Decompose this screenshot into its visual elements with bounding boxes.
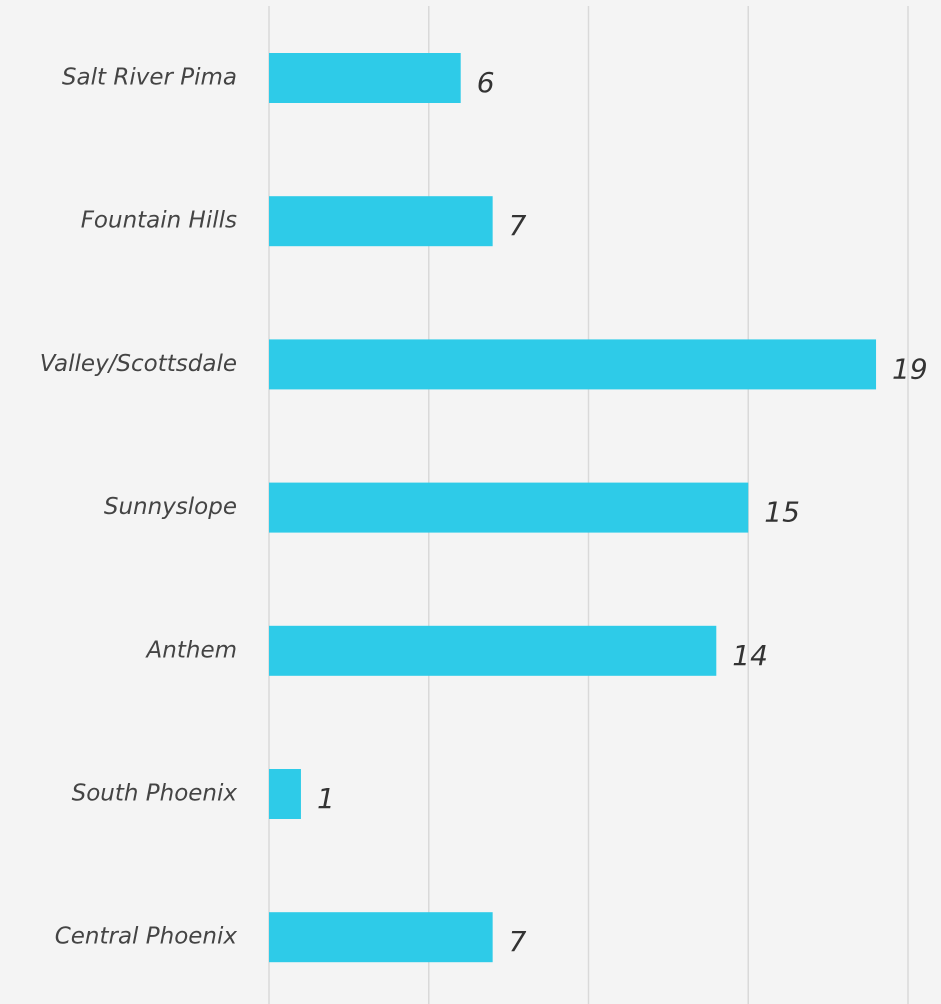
bar [269,53,461,103]
value-label: 7 [509,209,527,242]
bar [269,339,877,390]
bar [269,912,493,963]
category-label: Fountain Hills [81,208,237,234]
value-label: 15 [764,496,800,529]
value-label: 7 [509,925,527,958]
bar [269,769,301,819]
category-label: Valley/Scottsdale [40,351,237,377]
value-label: 14 [732,639,768,672]
category-label: Sunnyslope [104,494,237,520]
value-label: 1 [317,782,335,815]
category-label: South Phoenix [72,781,238,807]
bar [269,196,493,247]
category-label: Central Phoenix [55,924,238,950]
bar [269,482,749,533]
category-label: Anthem [145,637,237,663]
value-label: 19 [892,352,928,385]
category-label: Salt River Pima [62,65,237,91]
value-label: 6 [477,66,495,99]
bar [269,625,717,676]
